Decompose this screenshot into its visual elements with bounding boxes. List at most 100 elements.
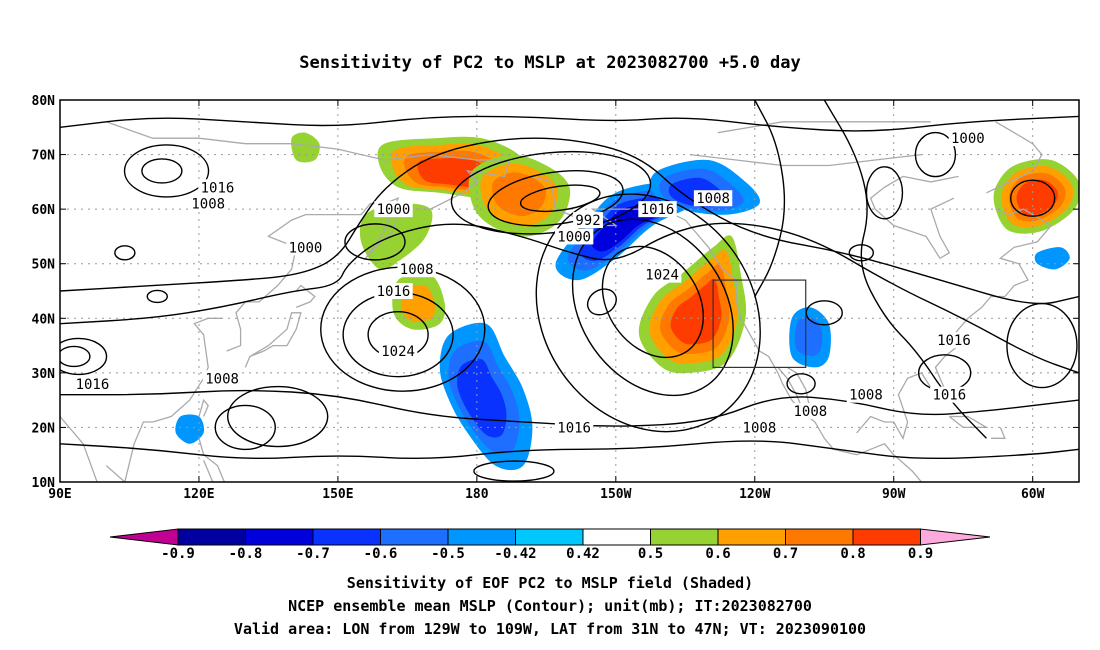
mslp-contour xyxy=(123,144,210,198)
lat-label: 30N xyxy=(32,367,56,382)
contour-label: 1016 xyxy=(201,180,235,196)
contour-label: 1016 xyxy=(557,420,591,436)
mslp-contour xyxy=(601,245,705,359)
mslp-contour xyxy=(60,115,1079,132)
colorbar-bin xyxy=(785,528,854,546)
sensitivity-area-west-coast-positive xyxy=(670,278,722,345)
contour-label: 1016 xyxy=(937,333,971,349)
caption-line-3: Valid area: LON from 129W to 109W, LAT f… xyxy=(234,620,866,638)
lon-label: 150E xyxy=(322,487,353,502)
contour-label: 1016 xyxy=(76,377,110,393)
lon-label: 150W xyxy=(600,487,631,502)
contour-label: 1008 xyxy=(849,388,883,404)
mslp-contour xyxy=(60,137,1079,305)
colorbar-bin xyxy=(380,528,449,546)
contour-label: 1024 xyxy=(381,344,415,360)
colorbar-bin xyxy=(245,528,314,546)
contour-label-bg xyxy=(374,283,413,299)
contour-label-bg xyxy=(930,386,969,403)
map-frame xyxy=(59,99,1080,483)
coastline xyxy=(689,153,922,167)
mslp-contour xyxy=(344,223,406,261)
mslp-contour xyxy=(60,222,1079,374)
contour-label: 1008 xyxy=(205,371,239,387)
mslp-contour xyxy=(141,158,183,184)
colorbar-label: -0.5 xyxy=(431,546,465,562)
contour-label-bg xyxy=(286,239,325,256)
contour-label: 1016 xyxy=(377,284,411,300)
mslp-contour xyxy=(214,404,276,451)
mslp-contour xyxy=(571,218,734,397)
mslp-contour xyxy=(226,385,329,448)
lat-label: 50N xyxy=(32,258,56,273)
sensitivity-area-pacific-subtropic-negative xyxy=(457,358,507,438)
colorbar-bin xyxy=(582,528,651,546)
lon-label: 120E xyxy=(183,487,214,502)
mslp-contour xyxy=(60,337,108,376)
valid-area-rectangle xyxy=(712,279,807,369)
coastline xyxy=(244,312,302,368)
colorbar-bin xyxy=(447,528,516,546)
lon-label: 120W xyxy=(739,487,770,502)
colorbar-label: 0.8 xyxy=(840,546,865,562)
colorbar-label: 0.5 xyxy=(638,546,663,562)
contour-label: 1000 xyxy=(557,229,591,245)
contour-label-bg xyxy=(846,386,886,403)
colorbar-bin xyxy=(515,528,584,546)
contour-label-bg xyxy=(948,130,988,147)
colorbar-bin xyxy=(852,528,921,546)
valid-area-box xyxy=(712,279,807,369)
contour-label-bg xyxy=(554,419,594,436)
caption-line-2: NCEP ensemble mean MSLP (Contour); unit(… xyxy=(288,597,812,615)
mslp-contour xyxy=(60,345,91,368)
figure-title: Sensitivity of PC2 to MSLP at 2023082700… xyxy=(299,53,801,73)
contour-label: 1000 xyxy=(377,202,411,218)
colorbar-low-triangle xyxy=(109,528,179,546)
coastline xyxy=(198,398,209,417)
contour-label: 1000 xyxy=(289,240,323,256)
coastline xyxy=(948,415,989,429)
colorbar-label: -0.7 xyxy=(296,546,330,562)
coastline xyxy=(295,284,316,309)
mslp-contour xyxy=(60,440,1079,460)
longitude-axis: 90E 120E 150E 180 150W 120W 90W 60W xyxy=(48,100,1045,502)
contour-label-bg xyxy=(642,266,682,283)
contour-label: 992 xyxy=(575,213,600,229)
mslp-contour xyxy=(1009,179,1056,217)
colorbar-label: 0.6 xyxy=(705,546,730,562)
mslp-contour xyxy=(914,131,957,178)
coastline xyxy=(60,416,98,482)
contour-label-bg xyxy=(397,261,436,278)
mslp-contour xyxy=(487,170,624,227)
mslp-contour xyxy=(519,184,601,213)
lat-label: 20N xyxy=(32,421,56,436)
contour-label: 1016 xyxy=(932,388,966,404)
contour-label-bg xyxy=(374,201,413,218)
contour-label-bg xyxy=(740,419,779,436)
colorbar-label: -0.6 xyxy=(364,546,398,562)
contour-label: 1008 xyxy=(743,420,777,436)
contour-label-bg xyxy=(573,212,603,229)
contour-label: 1008 xyxy=(793,404,827,420)
sensitivity-area-kamchatka-green xyxy=(359,203,433,270)
mslp-contour xyxy=(146,289,168,304)
colorbar-bin xyxy=(177,528,246,546)
mslp-contour xyxy=(473,460,555,482)
contour-label: 1016 xyxy=(641,202,675,218)
colorbar-bin xyxy=(312,528,381,546)
colorbar: -0.9 -0.8 -0.7 -0.6 -0.5 -0.42 0.42 0.5 0.6 0.7 0.… xyxy=(109,528,991,562)
sensitivity-area-labrador-positive xyxy=(1016,179,1058,216)
contour-labels: 1016100810001000100810161024992100010161… xyxy=(73,130,988,501)
mslp-contour xyxy=(823,100,987,439)
mslp-contour xyxy=(754,100,786,297)
colorbar-bin xyxy=(650,528,719,546)
lat-label: 70N xyxy=(32,149,56,164)
lon-label: 180 xyxy=(465,487,489,502)
contour-label: 1000 xyxy=(951,131,985,147)
lon-label: 90W xyxy=(882,487,906,502)
contour-label-bg xyxy=(212,485,250,501)
coastline xyxy=(105,421,153,482)
coastline xyxy=(991,427,1006,439)
colorbar-bin xyxy=(717,528,786,546)
colorbar-label: -0.9 xyxy=(161,546,195,562)
